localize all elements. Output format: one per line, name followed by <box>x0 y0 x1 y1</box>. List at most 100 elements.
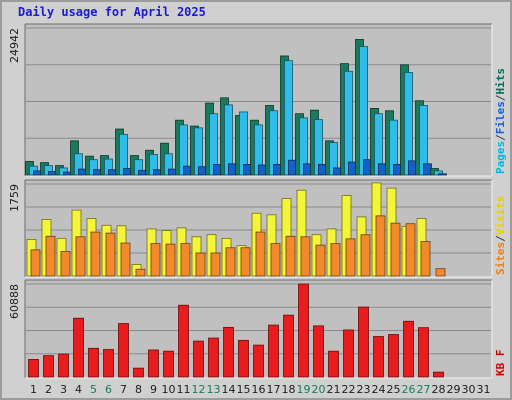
x-tick-label-day-9: 9 <box>150 383 157 396</box>
panel-kbytes: 60888 KB F <box>8 279 507 379</box>
bar-sites-day-15 <box>240 247 251 277</box>
series-legend-part: KB F <box>494 350 507 377</box>
bar-kb-f-day-17 <box>268 324 279 378</box>
x-tick-label-day-8: 8 <box>135 383 142 396</box>
bar-kb-f-day-12 <box>193 340 204 378</box>
bar-kb-f-day-18 <box>283 314 294 378</box>
bar-kb-f-day-26 <box>403 320 414 378</box>
x-tick-label-day-4: 4 <box>75 383 82 396</box>
bar-kb-f-day-22 <box>343 329 354 378</box>
bar-kb-f-day-7 <box>118 323 129 378</box>
bar-kb-f-day-20 <box>313 325 324 378</box>
y-max-label: 1759 <box>8 184 21 212</box>
bar-sites-day-3 <box>60 251 71 277</box>
bar-sites-day-18 <box>285 235 296 277</box>
bar-sites-day-13 <box>210 252 221 277</box>
bar-kb-f-day-27 <box>418 327 429 378</box>
series-legend-part: Visits <box>494 196 507 236</box>
x-tick-label-day-13: 13 <box>207 383 221 396</box>
x-tick-label-day-2: 2 <box>45 383 52 396</box>
x-tick-label-day-22: 22 <box>342 383 356 396</box>
panel-pages-files-hits: 24942 Pages/Files/Hits <box>8 23 507 177</box>
bar-kb-f-day-9 <box>148 349 159 378</box>
bar-sites-day-23 <box>360 234 371 277</box>
bar-kb-f-day-6 <box>103 349 114 378</box>
bar-kb-f-day-28 <box>433 371 444 378</box>
bar-pages-day-28 <box>438 173 447 176</box>
bar-sites-day-7 <box>120 242 131 277</box>
bar-files-day-22 <box>344 70 353 176</box>
bar-sites-day-10 <box>165 243 176 277</box>
x-tick-label-day-27: 27 <box>417 383 431 396</box>
bar-sites-day-25 <box>390 222 401 277</box>
bar-sites-day-6 <box>105 232 116 277</box>
x-tick-label-day-15: 15 <box>237 383 251 396</box>
series-legend-part: Sites <box>494 242 507 275</box>
x-tick-label-day-29: 29 <box>447 383 461 396</box>
bar-kb-f-day-14 <box>223 326 234 378</box>
bar-sites-day-1 <box>30 249 41 277</box>
x-tick-label-day-17: 17 <box>267 383 281 396</box>
bar-kb-f-day-4 <box>73 317 84 378</box>
x-tick-label-day-19: 19 <box>297 383 311 396</box>
x-tick-label-day-6: 6 <box>105 383 112 396</box>
series-legend: Pages/Files/Hits <box>494 68 507 174</box>
bar-kb-f-day-11 <box>178 304 189 378</box>
bar-kb-f-day-8 <box>133 367 144 378</box>
x-tick-label-day-16: 16 <box>252 383 266 396</box>
x-tick-label-day-3: 3 <box>60 383 67 396</box>
x-tick-label-day-11: 11 <box>177 383 191 396</box>
bar-sites-day-5 <box>90 231 101 277</box>
series-legend: Sites/Visits <box>494 196 507 276</box>
bar-sites-day-26 <box>405 223 416 277</box>
bar-sites-day-2 <box>45 235 56 277</box>
bar-sites-day-24 <box>375 215 386 277</box>
bar-sites-day-8 <box>135 268 146 277</box>
x-tick-label-day-7: 7 <box>120 383 127 396</box>
bar-sites-day-16 <box>255 231 266 277</box>
bar-sites-day-27 <box>420 241 431 277</box>
series-legend: KB F <box>494 350 507 377</box>
bar-files-day-18 <box>284 60 293 176</box>
bar-kb-f-day-5 <box>88 347 99 378</box>
bar-kb-f-day-23 <box>358 306 369 378</box>
x-tick-label-day-30: 30 <box>462 383 476 396</box>
bar-sites-day-14 <box>225 247 236 277</box>
x-tick-label-day-10: 10 <box>162 383 176 396</box>
bar-files-day-23 <box>359 46 368 176</box>
bar-sites-day-12 <box>195 252 206 277</box>
bar-sites-day-11 <box>180 243 191 277</box>
x-tick-label-day-18: 18 <box>282 383 296 396</box>
bar-kb-f-day-24 <box>373 336 384 378</box>
panel-visits-sites: 1759 Sites/Visits <box>8 179 507 278</box>
bar-sites-day-20 <box>315 244 326 277</box>
bar-sites-day-28 <box>435 268 446 277</box>
x-tick-label-day-26: 26 <box>402 383 416 396</box>
bar-kb-f-day-15 <box>238 339 249 378</box>
x-tick-label-day-24: 24 <box>372 383 386 396</box>
bar-kb-f-day-19 <box>298 283 309 378</box>
x-tick-label-day-14: 14 <box>222 383 236 396</box>
y-max-label: 24942 <box>8 28 21 63</box>
bar-sites-day-19 <box>300 236 311 277</box>
bar-kb-f-day-21 <box>328 350 339 378</box>
bar-sites-day-9 <box>150 243 161 277</box>
bar-kb-f-day-2 <box>43 355 54 378</box>
bar-kb-f-day-3 <box>58 353 69 378</box>
bar-sites-day-22 <box>345 238 356 277</box>
x-tick-label-day-5: 5 <box>90 383 97 396</box>
x-tick-label-day-20: 20 <box>312 383 326 396</box>
y-max-label: 60888 <box>8 284 21 319</box>
bar-kb-f-day-1 <box>28 359 39 378</box>
bar-sites-day-21 <box>330 243 341 277</box>
x-tick-label-day-1: 1 <box>30 383 37 396</box>
x-tick-label-day-23: 23 <box>357 383 371 396</box>
x-tick-label-day-28: 28 <box>432 383 446 396</box>
chart-title: Daily usage for April 2025 <box>18 5 206 19</box>
series-legend-part: Hits <box>494 68 507 95</box>
x-axis-labels: 1 2 3 4 5 6 7 8 9 10 11 12 13 14 15 16 17 18 19 20 21 22 23 24 2… <box>30 383 491 396</box>
bar-sites-day-17 <box>270 243 281 277</box>
bar-files-day-26 <box>404 72 413 176</box>
x-tick-label-day-21: 21 <box>327 383 341 396</box>
